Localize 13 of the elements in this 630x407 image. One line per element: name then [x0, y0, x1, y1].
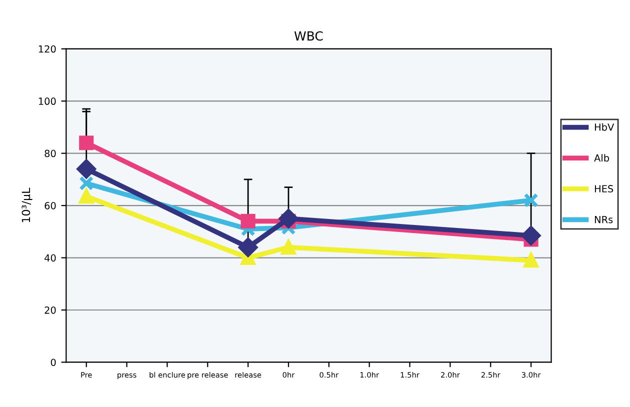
legend-label: Alb — [594, 154, 610, 162]
y-tick-label: 60 — [44, 202, 56, 210]
y-tick-label: 80 — [44, 150, 56, 158]
y-tick-label: 100 — [38, 98, 56, 105]
y-tick-label: 0 — [50, 358, 56, 366]
y-tick-label: 40 — [44, 254, 56, 262]
y-tick-label: 20 — [44, 306, 56, 314]
y-tick-label: 120 — [38, 45, 56, 53]
legend-label: HbV — [594, 123, 614, 131]
chart-title: WBC — [294, 31, 323, 41]
legend-label: NRs — [594, 216, 613, 224]
y-axis-title: 10³/μL — [22, 188, 32, 222]
legend-label: HES — [594, 185, 614, 192]
